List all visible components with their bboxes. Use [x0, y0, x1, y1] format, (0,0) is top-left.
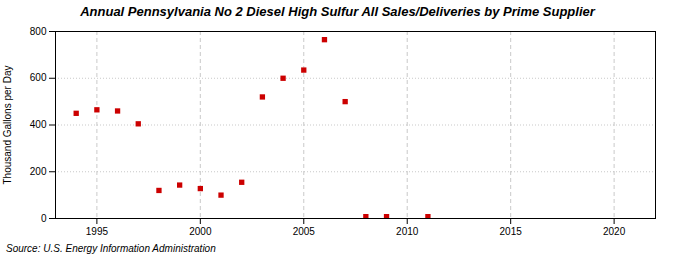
- html-text:Source: U.S. Energy Informatio: Source: U.S. Energy Information Administ…: [6, 243, 216, 254]
- svg-text:1995: 1995: [86, 226, 109, 237]
- svg-text:2020: 2020: [603, 226, 626, 237]
- svg-text:2000: 2000: [189, 226, 212, 237]
- html-text:Annual Pennsylvania No 2 Diese: Annual Pennsylvania No 2 Diesel High Sul…: [80, 4, 595, 19]
- svg-text:2010: 2010: [396, 226, 419, 237]
- svg-text:600: 600: [30, 72, 47, 83]
- svg-text:800: 800: [30, 26, 47, 37]
- svg-text:2015: 2015: [500, 226, 523, 237]
- svg-text:400: 400: [30, 119, 47, 130]
- svg-text:Thousand Gallons per Day: Thousand Gallons per Day: [2, 66, 13, 185]
- svg-text:2005: 2005: [293, 226, 316, 237]
- svg-text:200: 200: [30, 166, 47, 177]
- svg-text:0: 0: [41, 213, 47, 224]
